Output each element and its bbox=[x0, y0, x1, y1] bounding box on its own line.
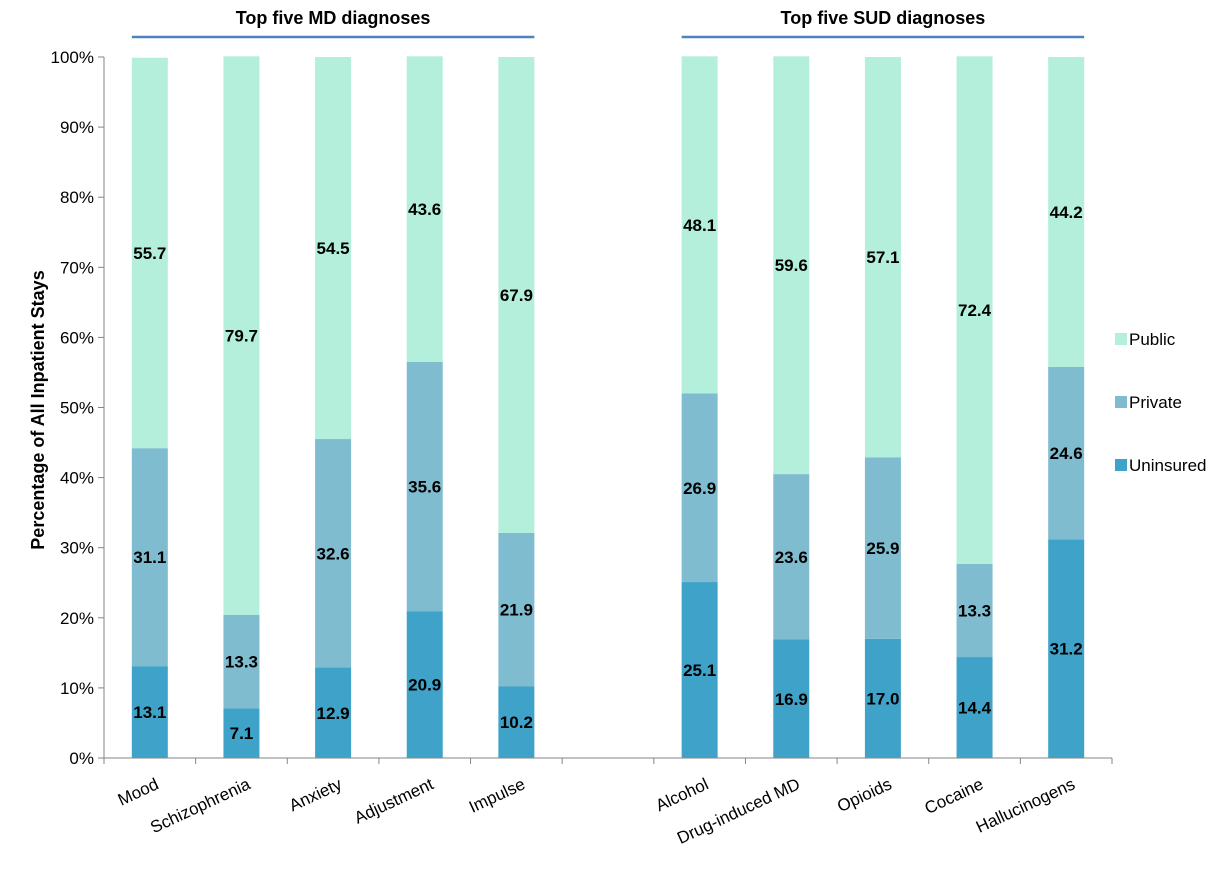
legend-swatch-private bbox=[1115, 396, 1127, 408]
data-label: 72.4 bbox=[958, 301, 992, 320]
group-title: Top five MD diagnoses bbox=[236, 8, 431, 28]
x-category-label: Impulse bbox=[466, 774, 528, 816]
bar-segment-uninsured bbox=[773, 639, 810, 758]
bar-segment-uninsured bbox=[406, 611, 443, 758]
bar-segment-private bbox=[406, 361, 443, 612]
bar-segment-uninsured bbox=[956, 657, 993, 758]
group-title: Top five SUD diagnoses bbox=[781, 8, 986, 28]
y-tick-label: 40% bbox=[60, 469, 94, 488]
data-label: 23.6 bbox=[775, 548, 808, 567]
data-label: 79.7 bbox=[225, 327, 258, 346]
data-label: 25.9 bbox=[866, 539, 899, 558]
bar-segment-uninsured bbox=[131, 666, 168, 758]
data-label: 54.5 bbox=[317, 239, 350, 258]
bar-segment-public bbox=[681, 56, 718, 394]
y-tick-label: 100% bbox=[51, 48, 94, 67]
x-category-label: Anxiety bbox=[286, 774, 345, 815]
legend-swatch-public bbox=[1115, 333, 1127, 345]
bar-segment-private bbox=[773, 474, 810, 640]
data-label: 14.4 bbox=[958, 699, 992, 718]
bar-segment-uninsured bbox=[864, 638, 901, 758]
data-label: 13.3 bbox=[958, 601, 991, 620]
bar-segment-public bbox=[498, 57, 535, 533]
bar-segment-uninsured bbox=[315, 667, 352, 758]
bar-segment-private bbox=[864, 457, 901, 639]
data-labels: 13.1 31.1 55.7 7.1 13.3 79.7 12.9 32.6 54.5 20.9 3… bbox=[133, 200, 1082, 743]
data-label: 32.6 bbox=[317, 544, 350, 563]
data-label: 31.2 bbox=[1050, 640, 1083, 659]
bar-segment-public bbox=[131, 57, 168, 449]
x-category-label: Schizophrenia bbox=[147, 774, 253, 837]
x-category-label: Mood bbox=[115, 774, 162, 809]
y-tick-label: 60% bbox=[60, 328, 94, 347]
bar-segment-private bbox=[681, 393, 718, 583]
data-label: 43.6 bbox=[408, 200, 441, 219]
data-label: 17.0 bbox=[866, 689, 899, 708]
legend-swatch-uninsured bbox=[1115, 459, 1127, 471]
bar-segment-private bbox=[498, 532, 535, 687]
bar-segment-uninsured bbox=[1048, 539, 1085, 758]
data-label: 13.3 bbox=[225, 653, 258, 672]
x-category-label: Alcohol bbox=[653, 774, 712, 815]
legend-label-private: Private bbox=[1129, 393, 1182, 412]
bar-segment-public bbox=[773, 56, 810, 475]
data-label: 10.2 bbox=[500, 713, 533, 732]
bar-segment-private bbox=[956, 563, 993, 658]
axes: 0% 10% 20% 30% 40% 50% 60% 70% 80% 90% 100% MoodSch… bbox=[51, 48, 1113, 848]
data-label: 16.9 bbox=[775, 690, 808, 709]
bar-segment-public bbox=[223, 56, 260, 615]
bar-segment-private bbox=[1048, 366, 1085, 540]
data-label: 59.6 bbox=[775, 256, 808, 275]
y-tick-label: 70% bbox=[60, 258, 94, 277]
data-label: 67.9 bbox=[500, 286, 533, 305]
data-label: 24.6 bbox=[1050, 444, 1083, 463]
bar-segment-public bbox=[315, 57, 352, 440]
data-label: 57.1 bbox=[866, 248, 899, 267]
bar-segment-public bbox=[864, 57, 901, 458]
x-category-label: Hallucinogens bbox=[973, 774, 1078, 836]
data-label: 21.9 bbox=[500, 601, 533, 620]
x-category-label: Adjustment bbox=[351, 774, 436, 827]
y-tick-label: 20% bbox=[60, 609, 94, 628]
bar-segment-uninsured bbox=[223, 708, 260, 758]
y-tick-label: 10% bbox=[60, 679, 94, 698]
bar-segment-private bbox=[223, 614, 260, 709]
bar-segment-private bbox=[131, 448, 168, 667]
legend-label-public: Public bbox=[1129, 330, 1176, 349]
data-label: 44.2 bbox=[1050, 203, 1083, 222]
data-label: 12.9 bbox=[317, 704, 350, 723]
legend: Public Private Uninsured bbox=[1115, 330, 1207, 475]
group-titles: Top five MD diagnoses Top five SUD diagno… bbox=[131, 8, 1085, 39]
y-axis-label: Percentage of All Inpatient Stays bbox=[28, 270, 48, 549]
data-label: 55.7 bbox=[133, 244, 166, 263]
data-label: 7.1 bbox=[230, 724, 254, 743]
data-label: 48.1 bbox=[683, 216, 716, 235]
y-tick-label: 30% bbox=[60, 539, 94, 558]
data-label: 26.9 bbox=[683, 479, 716, 498]
data-label: 13.1 bbox=[133, 703, 166, 722]
y-tick-label: 50% bbox=[60, 399, 94, 418]
y-tick-label: 80% bbox=[60, 188, 94, 207]
data-label: 25.1 bbox=[683, 661, 716, 680]
bar-segment-uninsured bbox=[498, 686, 535, 758]
bar-segment-public bbox=[406, 56, 443, 362]
x-category-label: Cocaine bbox=[922, 774, 987, 818]
bar-segment-private bbox=[315, 439, 352, 668]
y-tick-label: 0% bbox=[69, 749, 94, 768]
y-tick-label: 90% bbox=[60, 118, 94, 137]
data-label: 35.6 bbox=[408, 478, 441, 497]
legend-label-uninsured: Uninsured bbox=[1129, 456, 1207, 475]
data-label: 31.1 bbox=[133, 548, 166, 567]
bar-segment-public bbox=[1048, 57, 1085, 367]
bars bbox=[131, 56, 1085, 758]
bar-segment-uninsured bbox=[681, 582, 718, 758]
data-label: 20.9 bbox=[408, 676, 441, 695]
bar-segment-public bbox=[956, 56, 993, 564]
x-category-label: Opioids bbox=[834, 774, 894, 816]
